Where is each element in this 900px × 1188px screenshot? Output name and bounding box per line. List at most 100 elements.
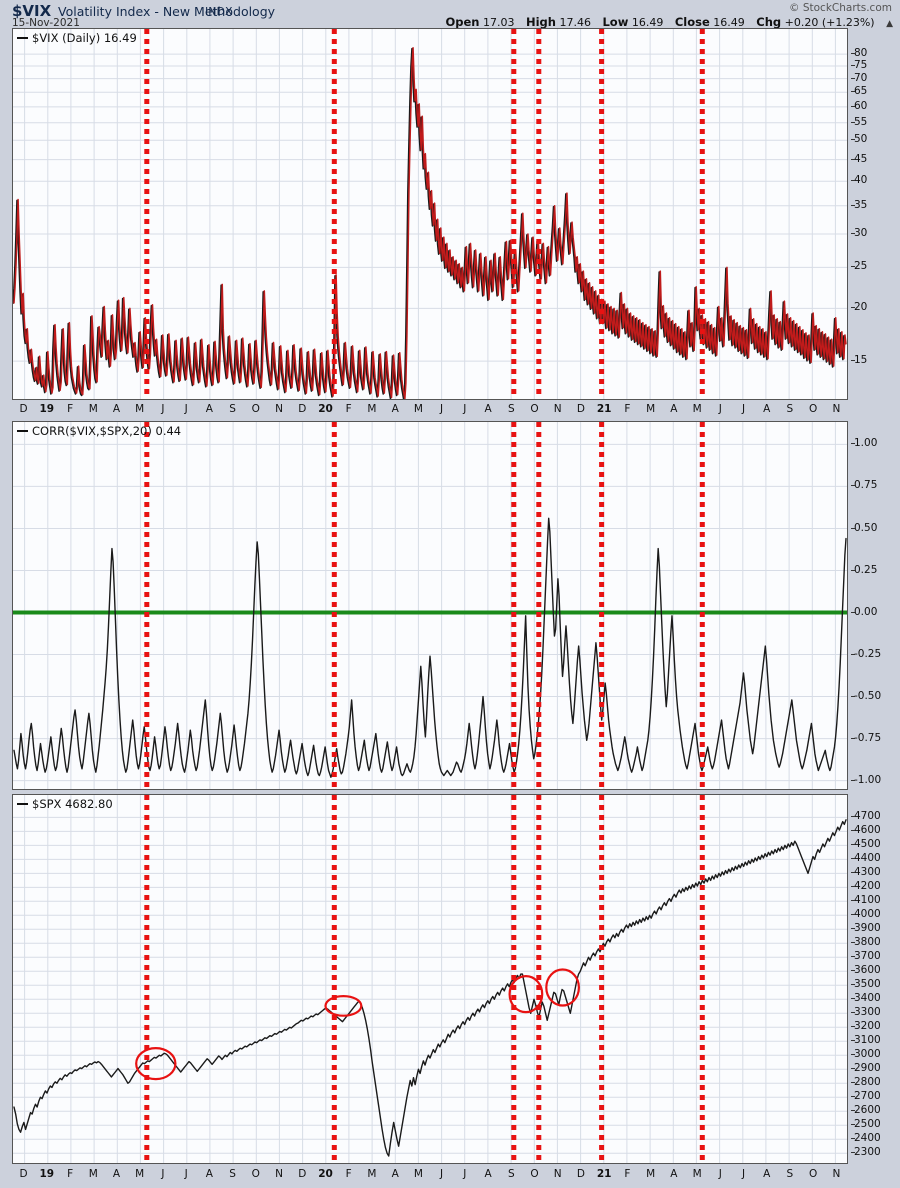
x-axis-month-label: J	[463, 1168, 467, 1180]
x-axis-month-label: S	[786, 1168, 794, 1180]
x-axis-month-label: M	[88, 1168, 98, 1180]
y-tick-mark	[851, 872, 855, 874]
y-tick-label: 4500	[854, 838, 881, 851]
spx-legend: $SPX 4682.80	[17, 797, 113, 811]
x-axis-month-label: M	[692, 403, 702, 415]
x-axis-month-label: J	[161, 1168, 165, 1180]
y-tick-label: 20	[854, 301, 868, 314]
vix-legend-swatch	[17, 36, 28, 39]
y-tick-mark	[851, 77, 855, 79]
y-tick-mark	[851, 695, 855, 697]
x-axis-month-label: F	[67, 1168, 74, 1180]
y-tick-label: 3700	[854, 950, 881, 963]
y-tick-mark	[851, 737, 855, 739]
x-axis-month-label: S	[229, 403, 236, 415]
x-axis-month-label: O	[530, 403, 539, 415]
y-tick-label: 3600	[854, 964, 881, 977]
spx-plot-area[interactable]	[13, 795, 847, 1163]
y-tick-label: 35	[854, 198, 868, 211]
low-label: Low	[602, 15, 629, 29]
x-axis-month-label: D	[576, 403, 585, 415]
y-tick-label: 45	[854, 152, 868, 165]
y-tick-mark	[851, 266, 855, 268]
x-axis-month-label: S	[507, 403, 515, 415]
x-axis-month-label: A	[670, 1168, 678, 1180]
x-axis-month-label: M	[367, 1168, 377, 1180]
x-axis-month-label: N	[553, 403, 562, 415]
x-axis-month-label: M	[413, 1168, 423, 1180]
y-tick-label: 3000	[854, 1048, 881, 1061]
y-tick-label: 25	[854, 260, 868, 273]
y-tick-mark	[851, 900, 855, 902]
y-tick-label: 40	[854, 174, 868, 187]
y-tick-mark	[851, 527, 855, 529]
close-value: 16.49	[713, 16, 745, 29]
y-tick-label: 4600	[854, 824, 881, 837]
y-tick-label: 4300	[854, 866, 881, 879]
x-axis-month-label: D	[19, 403, 28, 415]
vix-chart-panel[interactable]: $VIX (Daily) 16.49	[12, 28, 848, 400]
spx-chart-panel[interactable]: $SPX 4682.80	[12, 794, 848, 1164]
y-tick-mark	[851, 984, 855, 986]
y-tick-mark	[851, 942, 855, 944]
y-tick-label: 2800	[854, 1076, 881, 1089]
y-tick-mark	[851, 1096, 855, 1098]
vix-y-axis-labels: 80 75 70 65 60 55 50 45 40 35 30 25 20 15	[851, 28, 899, 400]
y-tick-mark	[851, 53, 855, 55]
y-tick-mark	[851, 1082, 855, 1084]
y-tick-mark	[851, 233, 855, 234]
x-axis-month-label: O	[251, 403, 260, 415]
y-tick-mark	[851, 121, 855, 123]
x-axis-year-label: 19	[39, 1168, 55, 1180]
correlation-legend: CORR($VIX,$SPX,20) 0.44	[17, 424, 181, 438]
x-axis-month-label: M	[692, 1168, 702, 1180]
chart-header: $VIX Volatility Index - New Methodology …	[0, 0, 900, 29]
x-axis-month-label: F	[67, 403, 74, 415]
correlation-plot-area[interactable]	[13, 422, 847, 789]
x-axis-month-label: A	[484, 1168, 492, 1180]
y-tick-label: 4700	[854, 810, 881, 823]
y-tick-label: 80	[854, 47, 868, 60]
y-tick-label: 50	[854, 133, 868, 146]
x-axis-month-label: M	[646, 403, 656, 415]
y-tick-label: 0.50	[854, 521, 878, 534]
x-axis-month-label: O	[809, 1168, 818, 1180]
y-tick-mark	[851, 928, 855, 930]
x-axis-month-label: J	[718, 1168, 722, 1180]
y-tick-label: 2400	[854, 1132, 881, 1145]
low-value: 16.49	[631, 16, 664, 29]
y-tick-label: 3100	[854, 1034, 881, 1047]
y-tick-label: 0.00	[854, 605, 878, 618]
x-axis-year-label: 19	[39, 403, 55, 415]
high-value: 17.46	[559, 16, 591, 29]
symbol-name: Volatility Index - New Methodology	[58, 4, 276, 19]
y-tick-label: 3900	[854, 922, 881, 935]
x-axis-month-label: M	[135, 403, 145, 415]
correlation-chart-panel[interactable]: CORR($VIX,$SPX,20) 0.44	[12, 421, 848, 790]
y-tick-mark	[851, 1152, 855, 1154]
y-tick-mark	[851, 360, 855, 362]
x-axis-month-label: J	[184, 1168, 188, 1180]
x-axis-month-label: J	[184, 403, 188, 415]
x-axis-month-label: D	[298, 403, 307, 415]
x-axis-month-label: S	[786, 403, 794, 415]
x-axis-month-label: M	[88, 403, 98, 415]
y-tick-mark	[851, 886, 855, 888]
uptick-arrow-icon: ▲	[886, 19, 893, 29]
x-axis-month-label: J	[741, 1168, 746, 1180]
y-tick-label: -1.00	[854, 773, 882, 786]
x-axis-month-label: M	[135, 1168, 145, 1180]
y-tick-mark	[851, 998, 855, 1000]
y-tick-mark	[851, 443, 855, 445]
x-axis-month-label: M	[367, 403, 377, 415]
y-tick-label: 0.25	[854, 563, 878, 576]
open-value: 17.03	[482, 16, 515, 29]
y-tick-mark	[851, 1068, 855, 1070]
vix-legend: $VIX (Daily) 16.49	[17, 31, 137, 45]
x-axis-month-label: J	[463, 403, 467, 415]
vix-plot-area[interactable]	[13, 29, 847, 399]
x-axis-month-label: A	[763, 403, 771, 415]
y-tick-label: 2900	[854, 1062, 881, 1075]
y-tick-label: 3200	[854, 1020, 881, 1033]
x-axis-month-label: A	[670, 403, 678, 415]
